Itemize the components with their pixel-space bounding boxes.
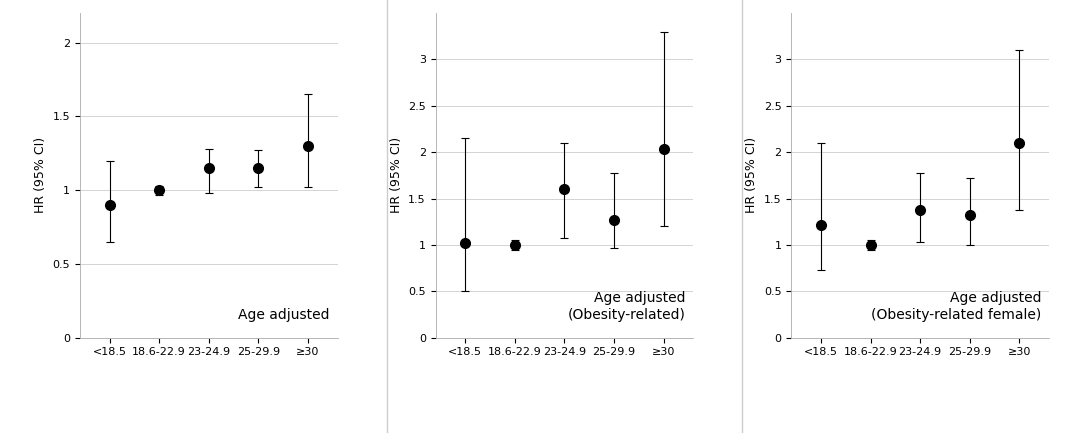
Y-axis label: HR (95% CI): HR (95% CI) <box>746 137 758 213</box>
Y-axis label: HR (95% CI): HR (95% CI) <box>34 137 47 213</box>
Y-axis label: HR (95% CI): HR (95% CI) <box>390 137 403 213</box>
Text: Age adjusted: Age adjusted <box>239 307 330 321</box>
Text: Age adjusted
(Obesity-related female): Age adjusted (Obesity-related female) <box>871 291 1042 321</box>
Text: Age adjusted
(Obesity-related): Age adjusted (Obesity-related) <box>568 291 686 321</box>
